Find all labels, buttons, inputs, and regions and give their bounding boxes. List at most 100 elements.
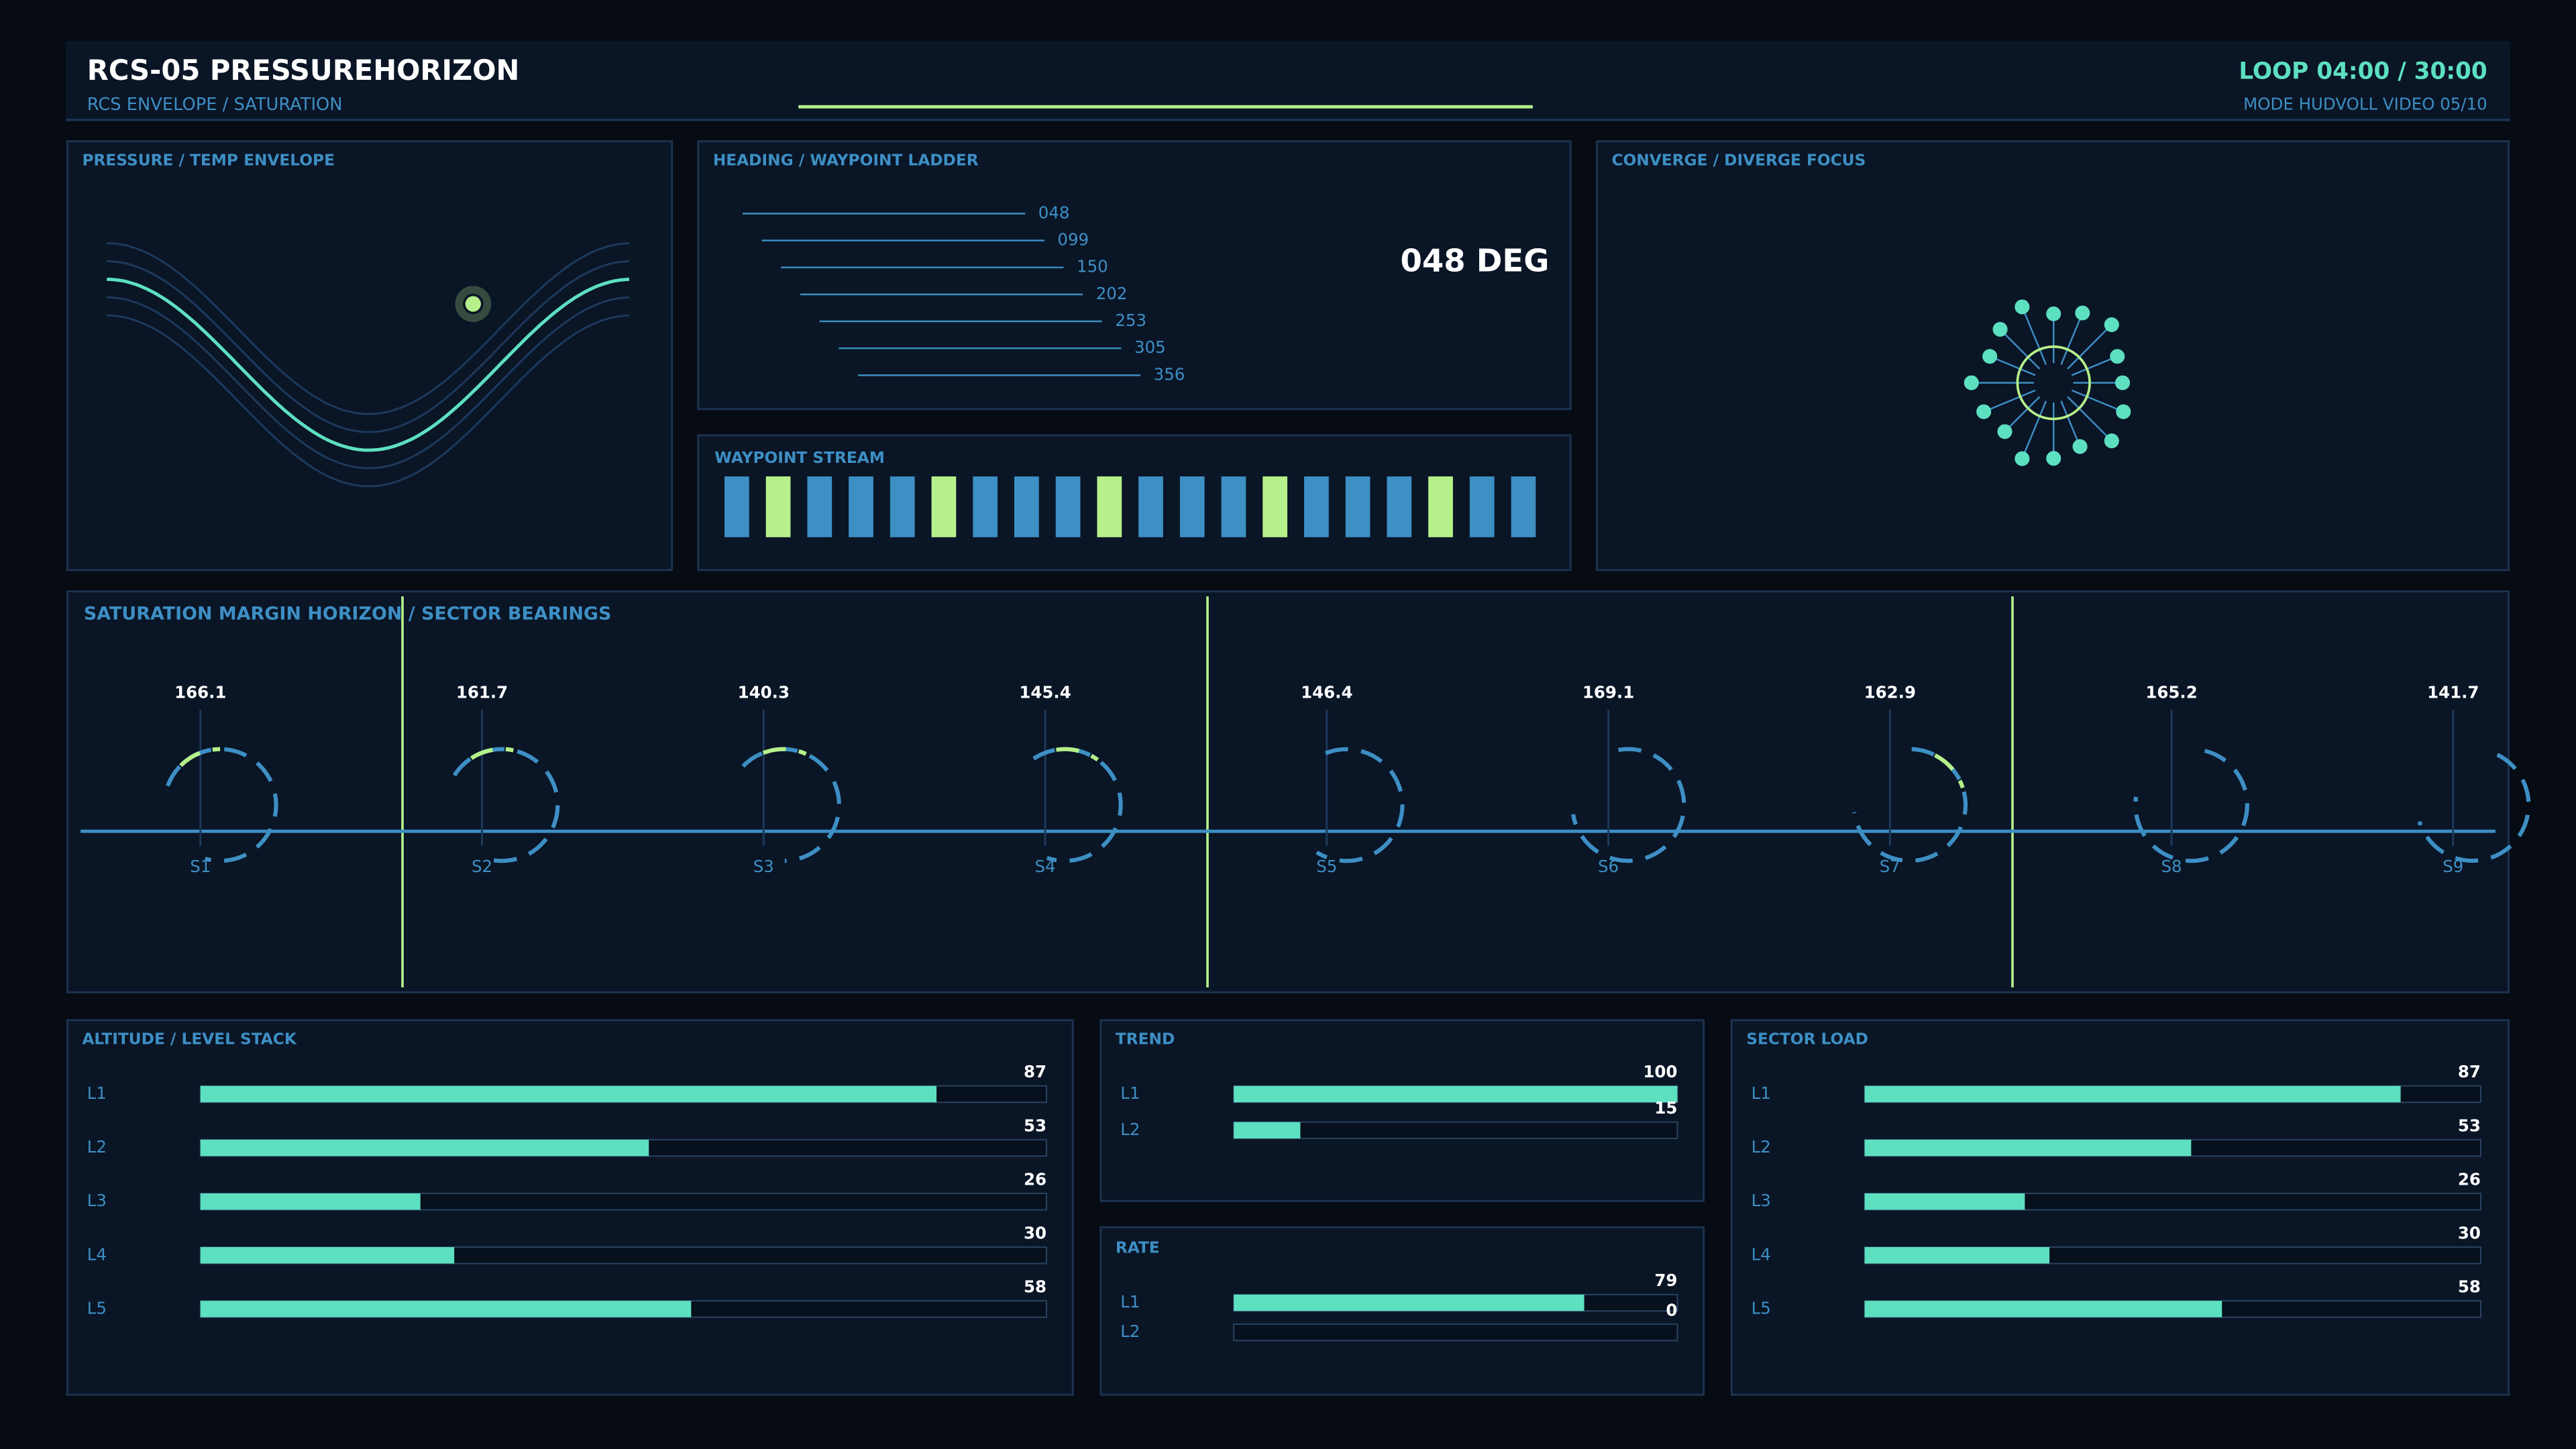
focus-node	[2072, 439, 2088, 454]
bar-fill	[1234, 1122, 1301, 1139]
bar-value: 30	[1024, 1223, 1046, 1242]
row-label: L1	[1120, 1083, 1140, 1103]
ladder-label: 202	[1096, 284, 1128, 303]
row-label: L2	[87, 1137, 107, 1157]
sector-value: 166.1	[174, 682, 226, 702]
panel-title: PRESSURE / TEMP ENVELOPE	[82, 151, 335, 169]
stream-cell	[724, 476, 749, 537]
bar-fill	[200, 1301, 692, 1318]
bar-fill	[200, 1139, 649, 1157]
stream-cell	[1469, 476, 1495, 537]
stream-cell	[1387, 476, 1412, 537]
focus-node	[2046, 451, 2061, 466]
row-label: L1	[1120, 1292, 1140, 1311]
sector-value: 146.4	[1301, 682, 1352, 702]
sector-arc-accent	[1933, 753, 1965, 789]
bar-value: 26	[1024, 1169, 1046, 1189]
sector-value: 169.1	[1582, 682, 1634, 702]
row-label: L2	[1120, 1322, 1140, 1341]
sector-value: 141.7	[2427, 682, 2479, 702]
panel-title: CONVERGE / DIVERGE FOCUS	[1611, 151, 1866, 169]
ladder-label: 253	[1115, 311, 1146, 330]
app-title: RCS-05 PRESSUREHORIZON	[87, 54, 520, 87]
bar-fill	[1864, 1085, 2401, 1103]
bar-value: 26	[2458, 1169, 2481, 1189]
row-label: L5	[87, 1298, 107, 1318]
bar-value: 58	[2458, 1277, 2481, 1297]
envelope-curve	[107, 277, 630, 452]
focus-spoke	[1983, 389, 2036, 413]
stream-cell	[807, 476, 833, 537]
stream-cell	[1055, 476, 1081, 537]
ladder-label: 150	[1077, 257, 1108, 276]
row-label: L4	[1752, 1244, 1771, 1264]
focus-spoke	[2021, 307, 2047, 365]
focus-node	[1992, 321, 2008, 337]
sector-arc-accent	[179, 747, 221, 767]
stream-cell	[931, 476, 957, 537]
sector-value: 165.2	[2145, 682, 2197, 702]
sector-arc	[741, 747, 841, 863]
panel	[1099, 1019, 1705, 1202]
bar-fill	[200, 1085, 937, 1103]
envelope-marker	[463, 293, 484, 315]
row-label: L2	[1120, 1120, 1140, 1139]
bar-fill	[1864, 1301, 2222, 1318]
bar-track	[1233, 1323, 1678, 1342]
sector-value: 161.7	[456, 682, 508, 702]
panel-title: RATE	[1116, 1239, 1160, 1257]
stream-cell	[1138, 476, 1163, 537]
stream-cell	[1097, 476, 1122, 537]
panel	[697, 140, 1572, 411]
focus-spoke	[1999, 329, 2041, 370]
sector-arc-accent	[470, 747, 514, 760]
focus-spoke	[2060, 400, 2081, 447]
bar-fill	[1864, 1139, 2192, 1157]
panel-title: WAYPOINT STREAM	[714, 449, 885, 467]
bar-value: 30	[2458, 1223, 2481, 1242]
stream-cell	[1304, 476, 1329, 537]
focus-node	[2110, 349, 2125, 364]
focus-spoke	[2071, 356, 2118, 376]
panel-title: SATURATION MARGIN HORIZON / SECTOR BEARI…	[84, 603, 611, 624]
sector-arc	[1570, 747, 1686, 863]
focus-node	[1997, 424, 2012, 439]
sector-label: S6	[1598, 857, 1619, 876]
sector-value: 145.4	[1019, 682, 1071, 702]
bar-fill	[200, 1247, 455, 1264]
bar-fill	[1864, 1193, 2025, 1210]
panel-title: HEADING / WAYPOINT LADDER	[713, 151, 979, 169]
focus-node	[1982, 349, 1998, 364]
bar-value: 87	[1024, 1062, 1046, 1081]
mode-label: MODE HUDVOLL VIDEO 05/10	[2243, 95, 2487, 114]
stream-cell	[1179, 476, 1205, 537]
sector-label: S3	[753, 857, 774, 876]
bar-value: 53	[2458, 1116, 2481, 1135]
row-label: L3	[87, 1191, 107, 1210]
panel	[697, 434, 1572, 572]
stream-cell	[973, 476, 998, 537]
sector-arc	[2417, 753, 2531, 863]
stream-cell	[1221, 476, 1246, 537]
focus-spoke	[2067, 324, 2112, 370]
bar-value: 53	[1024, 1116, 1046, 1135]
sector-label: S8	[2161, 857, 2182, 876]
envelope-curve	[107, 241, 630, 415]
stream-cell	[849, 476, 873, 537]
row-label: L1	[87, 1083, 107, 1103]
sector-label: S7	[1880, 857, 1900, 876]
bar-fill	[1234, 1085, 1678, 1103]
app-subtitle: RCS ENVELOPE / SATURATION	[87, 95, 343, 115]
row-label: L4	[87, 1244, 107, 1264]
bar-value: 79	[1654, 1271, 1677, 1290]
sector-label: S2	[472, 857, 492, 876]
sector-arc	[1032, 747, 1123, 863]
focus-node	[1976, 404, 1992, 419]
loop-timer: LOOP 04:00 / 30:00	[2239, 58, 2487, 85]
ladder-label: 048	[1038, 203, 1070, 222]
focus-node	[1964, 375, 1979, 390]
row-label: L3	[1752, 1191, 1771, 1210]
sector-arc	[2133, 749, 2249, 863]
bar-value: 0	[1666, 1300, 1677, 1320]
